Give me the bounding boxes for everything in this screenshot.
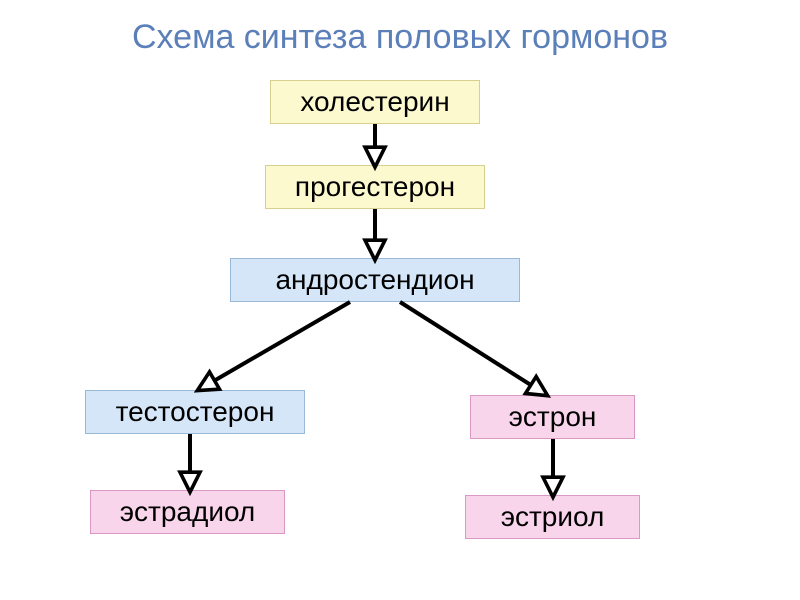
- node-label-progesterone: прогестерон: [266, 166, 484, 208]
- edge-androstenedione-to-testosterone: [200, 302, 350, 389]
- node-label-testosterone: тестостерон: [86, 391, 304, 433]
- node-label-estriol: эстриол: [466, 496, 639, 538]
- node-label-androstenedione: андростендион: [231, 259, 519, 301]
- node-estriol: эстриол: [465, 495, 640, 539]
- edge-androstenedione-to-estrone: [400, 302, 545, 394]
- node-estradiol: эстрадиол: [90, 490, 285, 534]
- node-testosterone: тестостерон: [85, 390, 305, 434]
- node-progesterone: прогестерон: [265, 165, 485, 209]
- diagram-title: Схема синтеза половых гормонов: [50, 18, 750, 57]
- node-estrone: эстрон: [470, 395, 635, 439]
- node-label-cholesterol: холестерин: [271, 81, 479, 123]
- title-text: Схема синтеза половых гормонов: [132, 18, 668, 56]
- node-androstenedione: андростендион: [230, 258, 520, 302]
- node-label-estrone: эстрон: [471, 396, 634, 438]
- node-cholesterol: холестерин: [270, 80, 480, 124]
- node-label-estradiol: эстрадиол: [91, 491, 284, 533]
